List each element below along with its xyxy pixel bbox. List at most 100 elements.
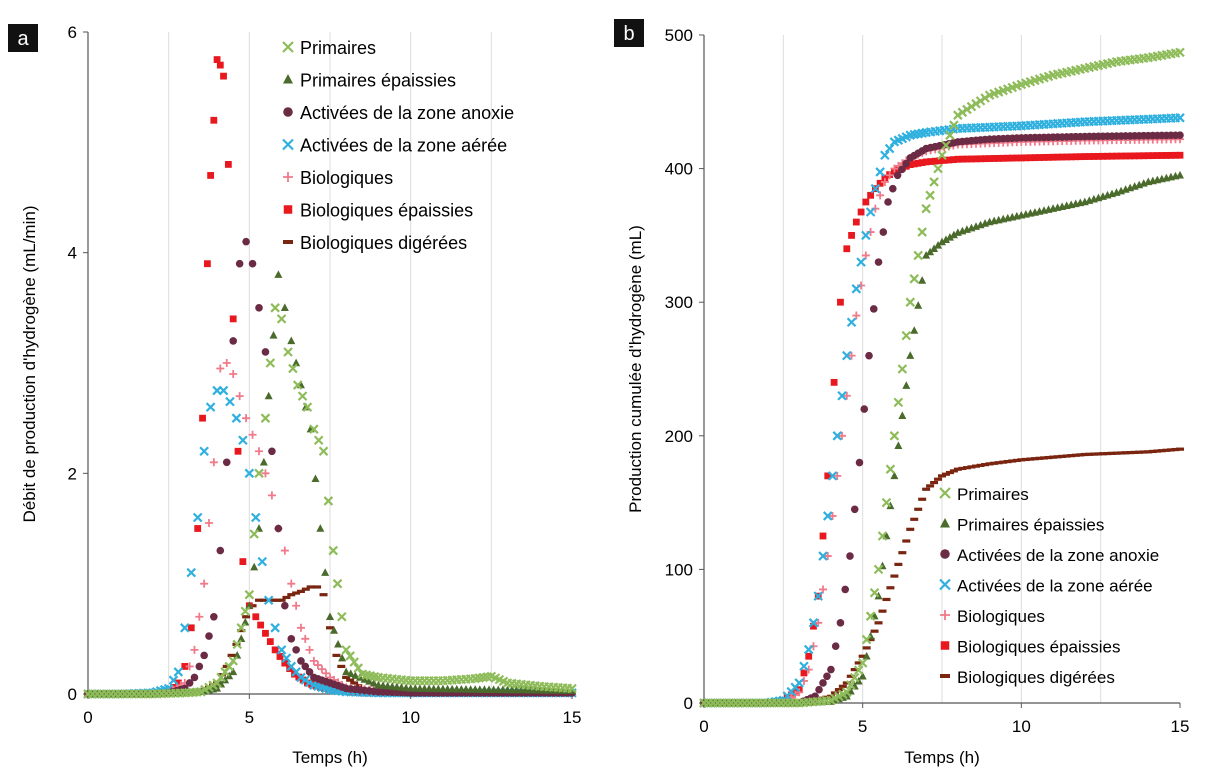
- data-point: [292, 591, 301, 595]
- data-point: [1176, 447, 1184, 451]
- data-point: [342, 667, 351, 676]
- data-point: [250, 562, 259, 571]
- data-point: [180, 623, 190, 633]
- data-point: [1171, 447, 1180, 452]
- data-point: [268, 598, 277, 602]
- y-tick-label: 200: [665, 427, 693, 446]
- legend-marker: [283, 74, 293, 84]
- data-point: [277, 598, 286, 602]
- data-point: [881, 497, 892, 508]
- x-tick-label: 5: [245, 708, 254, 727]
- y-tick-label: 0: [68, 685, 77, 704]
- data-point: [1167, 151, 1175, 159]
- data-point: [905, 297, 916, 307]
- data-point: [237, 628, 246, 633]
- data-point: [1113, 152, 1120, 160]
- x-tick-label: 10: [1012, 717, 1031, 736]
- data-point: [305, 668, 314, 676]
- data-point: [200, 651, 208, 660]
- data-point: [860, 405, 869, 413]
- y-axis-label: Débit de production d'hydrogène (mL/min): [20, 206, 39, 523]
- x-tick-label: 15: [1171, 717, 1190, 736]
- data-point: [941, 235, 950, 243]
- data-point: [813, 591, 824, 601]
- data-point: [248, 259, 257, 268]
- data-point: [283, 347, 293, 357]
- data-point: [1144, 450, 1153, 454]
- data-point: [1153, 152, 1161, 159]
- data-point: [902, 381, 911, 389]
- legend-item-bio_ep: Biologiques épaissies: [940, 638, 1121, 657]
- data-point: [827, 471, 838, 481]
- data-point: [975, 96, 986, 106]
- data-point: [861, 634, 872, 645]
- data-point: [259, 457, 268, 466]
- legend-label: Activées de la zone anoxie: [957, 546, 1159, 565]
- data-point: [276, 645, 287, 655]
- data-point: [181, 663, 189, 670]
- panel-label-box: [614, 19, 644, 47]
- data-point: [898, 551, 907, 555]
- data-point: [205, 402, 216, 412]
- x-tick-label: 0: [699, 717, 708, 736]
- data-point: [971, 98, 981, 109]
- data-point: [926, 247, 935, 256]
- data-point: [922, 251, 931, 259]
- y-tick-label: 500: [665, 26, 693, 45]
- data-point: [1166, 448, 1175, 452]
- data-point: [249, 529, 259, 539]
- data-point: [937, 150, 947, 161]
- data-point: [292, 646, 300, 654]
- data-point: [195, 662, 204, 671]
- data-point: [927, 158, 935, 165]
- axes: 0 5 10 15 0 2 4 6: [68, 23, 582, 727]
- data-point: [280, 303, 289, 312]
- data-point: [980, 93, 990, 103]
- data-point: [882, 597, 891, 602]
- data-point: [229, 315, 237, 323]
- data-point: [1008, 154, 1016, 162]
- data-point: [1036, 154, 1043, 161]
- data-point: [826, 694, 835, 698]
- data-point: [1090, 153, 1098, 160]
- data-point: [902, 539, 911, 543]
- data-point: [842, 391, 851, 400]
- data-point: [309, 656, 318, 665]
- data-point: [350, 681, 359, 685]
- data-point: [823, 672, 831, 681]
- data-point: [1017, 458, 1026, 462]
- data-point: [1140, 152, 1148, 160]
- legend-marker: [940, 549, 950, 559]
- data-point: [1126, 450, 1135, 455]
- data-point: [922, 487, 931, 491]
- data-point: [337, 611, 347, 622]
- data-point: [886, 586, 895, 590]
- data-point: [194, 525, 202, 532]
- data-point: [966, 101, 977, 112]
- data-point: [273, 598, 282, 602]
- data-point: [880, 177, 889, 186]
- data-point: [280, 546, 289, 555]
- data-point: [341, 645, 351, 655]
- data-point: [332, 653, 341, 657]
- data-point: [843, 245, 851, 253]
- data-point: [808, 618, 819, 628]
- data-point: [862, 198, 870, 206]
- data-point: [850, 505, 859, 514]
- data-point: [914, 301, 923, 309]
- data-point: [842, 681, 851, 685]
- data-point: [255, 304, 263, 312]
- data-point: [855, 458, 864, 467]
- data-point: [842, 350, 852, 361]
- data-point: [870, 183, 881, 194]
- data-point: [795, 688, 804, 697]
- data-point: [906, 527, 915, 531]
- data-point: [567, 683, 577, 694]
- data-point: [318, 446, 329, 457]
- legend-item-bio_dig: Biologiques digérées: [940, 668, 1115, 687]
- y-axis-label: Production cumulée d'hydrogène (mL): [626, 225, 645, 513]
- data-point: [190, 673, 199, 682]
- data-point: [910, 160, 918, 168]
- data-point: [874, 258, 883, 266]
